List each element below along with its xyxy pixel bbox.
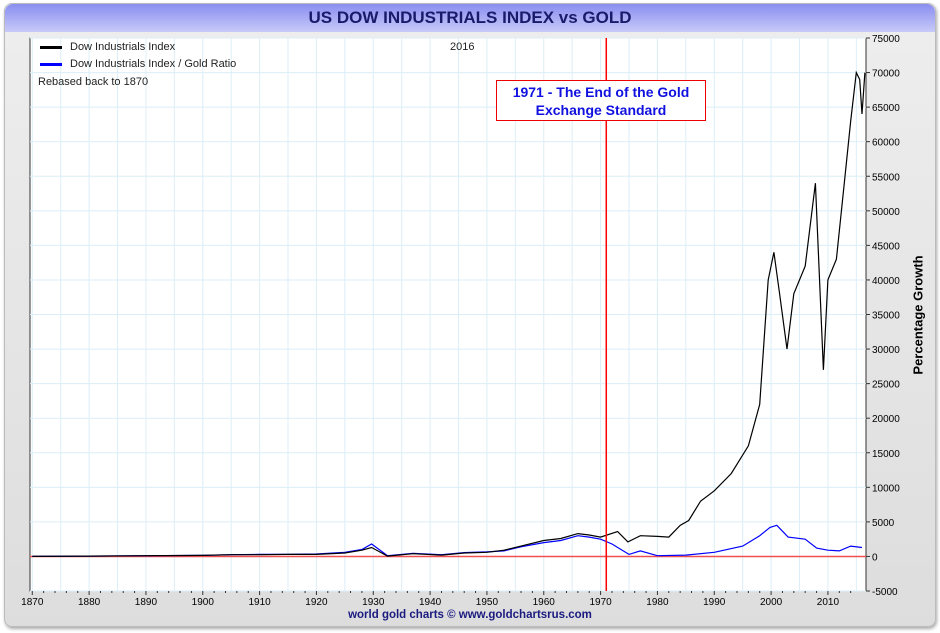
y-tick-label: 50000	[872, 207, 900, 218]
legend-ratio: Dow Industrials Index / Gold Ratio	[70, 58, 237, 70]
y-tick-label: 20000	[872, 414, 900, 425]
x-tick-label: 1890	[135, 597, 158, 608]
x-tick-label: 2000	[760, 597, 783, 608]
legend-dow: Dow Industrials Index	[70, 41, 176, 53]
y-tick-label: 60000	[872, 138, 900, 149]
footer-credit: world gold charts © www.goldchartsrus.co…	[348, 609, 592, 621]
x-tick-label: 2010	[817, 597, 840, 608]
series-line-dow	[32, 70, 866, 558]
annotation-box: 1971 - The End of the Gold Exchange Stan…	[496, 80, 706, 121]
x-tick-label: 1980	[646, 597, 669, 608]
rebased-note: Rebased back to 1870	[38, 76, 149, 88]
x-tick-label: 1960	[533, 597, 556, 608]
chart-title: US DOW INDUSTRIALS INDEX vs GOLD	[5, 4, 935, 32]
x-tick-label: 1940	[419, 597, 442, 608]
annotation-line1: 1971 - The End of the Gold	[512, 84, 690, 100]
y-tick-label: 45000	[872, 241, 900, 252]
x-tick-label: 1920	[305, 597, 328, 608]
annotation-line2: Exchange Standard	[535, 102, 667, 118]
x-tick-label: 1910	[248, 597, 271, 608]
y-tick-label: 25000	[872, 380, 900, 391]
y-tick-label: 0	[872, 552, 878, 563]
y-tick-label: 15000	[872, 449, 900, 460]
y-axis-label: Percentage Growth	[910, 255, 926, 375]
y-tick-label: 70000	[872, 69, 900, 80]
x-tick-label: 1870	[21, 597, 44, 608]
legend-swatch-dow	[40, 46, 62, 49]
y-tick-label: -5000	[872, 587, 898, 598]
y-tick-label: 40000	[872, 276, 900, 287]
y-tick-label: 65000	[872, 103, 900, 114]
y-tick-label: 55000	[872, 172, 900, 183]
y-tick-label: 35000	[872, 311, 900, 322]
y-tick-label: 5000	[872, 518, 895, 529]
x-tick-label: 1930	[362, 597, 385, 608]
x-tick-label: 1900	[192, 597, 215, 608]
legend-swatch-ratio	[40, 63, 62, 66]
x-tick-label: 1970	[589, 597, 612, 608]
y-tick-label: 10000	[872, 483, 900, 494]
x-tick-label: 1880	[78, 597, 101, 608]
year-label: 2016	[450, 41, 475, 53]
y-tick-label: 75000	[872, 34, 900, 45]
x-tick-label: 1990	[703, 597, 726, 608]
y-tick-label: 30000	[872, 345, 900, 356]
x-tick-label: 1950	[476, 597, 499, 608]
